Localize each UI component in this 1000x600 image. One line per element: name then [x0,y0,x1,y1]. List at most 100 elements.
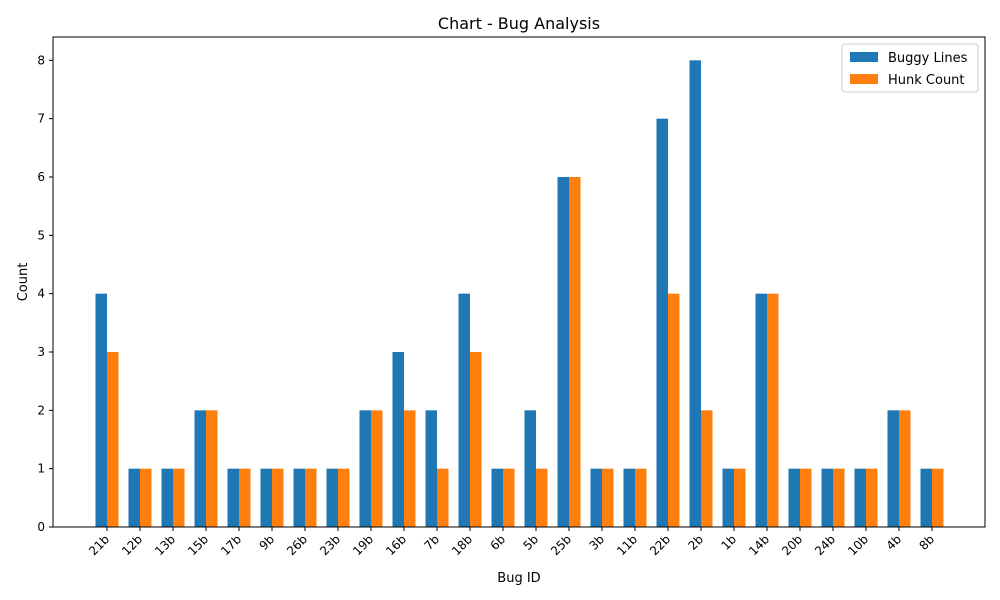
x-tick-label: 8b [916,532,937,553]
bar-buggy-lines-21b [95,293,107,527]
y-tick-label: 2 [37,403,45,417]
x-tick-label: 11b [614,532,640,558]
x-tick-label: 5b [520,532,541,553]
y-tick-label: 7 [37,112,45,126]
x-tick-label: 14b [746,532,772,558]
x-tick-label: 10b [845,532,871,558]
legend-label: Buggy Lines [888,51,968,66]
bar-hunk-count-20b [800,468,812,527]
bar-buggy-lines-18b [458,293,470,527]
x-tick-label: 24b [812,532,838,558]
x-tick-label: 6b [487,532,508,553]
bar-buggy-lines-8b [920,468,932,527]
bar-hunk-count-25b [569,177,581,527]
legend: Buggy Lines Hunk Count [841,43,979,93]
bar-hunk-count-10b [866,468,878,527]
bar-buggy-lines-25b [557,177,569,527]
bar-hunk-count-9b [272,468,284,527]
bar-buggy-lines-26b [293,468,305,527]
bar-hunk-count-2b [701,410,713,527]
x-tick-label: 25b [548,532,574,558]
x-tick-label: 19b [350,532,376,558]
bar-buggy-lines-14b [755,293,767,527]
x-tick-label: 3b [586,532,607,553]
x-tick-label: 17b [218,532,244,558]
x-tick-label: 23b [317,532,343,558]
y-tick-label: 5 [37,228,45,242]
bar-hunk-count-5b [536,468,548,527]
bar-buggy-lines-22b [656,118,668,528]
bar-hunk-count-16b [404,410,416,527]
bar-buggy-lines-2b [689,60,701,527]
y-axis: 0 1 2 3 4 5 6 7 8 [37,53,53,534]
bar-buggy-lines-3b [590,468,602,527]
bar-buggy-lines-6b [491,468,503,527]
bar-hunk-count-11b [635,468,647,527]
legend-label: Hunk Count [888,73,965,88]
x-tick-label: 18b [449,532,475,558]
bar-hunk-count-13b [173,468,185,527]
bar-hunk-count-26b [305,468,317,527]
x-tick-label: 2b [685,532,706,553]
y-tick-label: 1 [37,462,45,476]
bar-hunk-count-1b [734,468,746,527]
x-axis: 21b 12b 13b 15b 17b 9b 26b 23b 19b 16b 7b 18b 6b 5b 25… [86,527,937,558]
y-tick-label: 4 [37,287,45,301]
y-tick-label: 0 [37,520,45,534]
bar-buggy-lines-5b [524,410,536,527]
bars-group [95,60,944,528]
bar-hunk-count-6b [503,468,515,527]
x-tick-label: 26b [284,532,310,558]
y-tick-label: 3 [37,345,45,359]
bar-hunk-count-18b [470,352,482,527]
x-tick-label: 13b [152,532,178,558]
bar-hunk-count-7b [437,468,449,527]
x-tick-label: 22b [647,532,673,558]
bar-buggy-lines-12b [128,468,140,527]
legend-swatch [850,74,878,84]
bar-hunk-count-4b [899,410,911,527]
bar-buggy-lines-1b [722,468,734,527]
bar-buggy-lines-11b [623,468,635,527]
x-tick-label: 20b [779,532,805,558]
bar-hunk-count-15b [206,410,218,527]
x-tick-label: 21b [86,532,112,558]
x-tick-label: 9b [256,532,277,553]
chart-title: Chart - Bug Analysis [438,14,600,33]
plot-frame [52,36,986,528]
bar-buggy-lines-9b [260,468,272,527]
bar-hunk-count-8b [932,468,944,527]
bar-buggy-lines-10b [854,468,866,527]
bar-hunk-count-19b [371,410,383,527]
bar-hunk-count-12b [140,468,152,527]
bar-buggy-lines-13b [161,468,173,527]
bar-hunk-count-17b [239,468,251,527]
bar-buggy-lines-7b [425,410,437,527]
x-tick-label: 7b [421,532,442,553]
bar-buggy-lines-19b [359,410,371,527]
x-axis-label: Bug ID [497,571,540,586]
bar-buggy-lines-4b [887,410,899,527]
bar-hunk-count-3b [602,468,614,527]
x-tick-label: 4b [883,532,904,553]
bar-buggy-lines-20b [788,468,800,527]
legend-swatch [850,52,878,62]
bar-hunk-count-23b [338,468,350,527]
bar-buggy-lines-23b [326,468,338,527]
y-tick-label: 8 [37,53,45,67]
bar-buggy-lines-16b [392,352,404,527]
bar-buggy-lines-15b [194,410,206,527]
bar-buggy-lines-24b [821,468,833,527]
x-tick-label: 15b [185,532,211,558]
x-tick-label: 1b [718,532,739,553]
bar-buggy-lines-17b [227,468,239,527]
bar-hunk-count-22b [668,293,680,527]
bar-hunk-count-24b [833,468,845,527]
bar-hunk-count-21b [107,352,119,527]
y-tick-label: 6 [37,170,45,184]
x-tick-label: 12b [119,532,145,558]
x-tick-label: 16b [383,532,409,558]
bar-hunk-count-14b [767,293,779,527]
